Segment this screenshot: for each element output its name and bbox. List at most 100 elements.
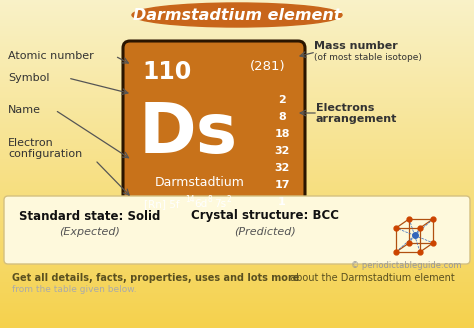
Text: Standard state: Solid: Standard state: Solid xyxy=(19,210,161,222)
Bar xyxy=(0,167,474,168)
Bar xyxy=(0,242,474,243)
Bar xyxy=(0,122,474,123)
Bar xyxy=(0,309,474,310)
Bar xyxy=(0,91,474,92)
Bar xyxy=(0,245,474,246)
Bar xyxy=(0,137,474,138)
Bar xyxy=(0,233,474,234)
Text: (Predicted): (Predicted) xyxy=(234,227,296,237)
Bar xyxy=(0,104,474,105)
Bar xyxy=(0,168,474,169)
Bar xyxy=(0,277,474,278)
Bar xyxy=(0,48,474,49)
Bar xyxy=(0,320,474,321)
Bar xyxy=(0,282,474,283)
Bar xyxy=(0,155,474,156)
Bar xyxy=(0,83,474,84)
Bar xyxy=(0,143,474,144)
Bar xyxy=(0,221,474,222)
Bar xyxy=(0,54,474,55)
Ellipse shape xyxy=(132,3,342,27)
Bar xyxy=(0,65,474,66)
Bar xyxy=(0,164,474,165)
Bar xyxy=(0,57,474,58)
Bar xyxy=(0,285,474,286)
Bar xyxy=(0,192,474,193)
Bar xyxy=(0,308,474,309)
Bar xyxy=(0,62,474,63)
Bar xyxy=(0,116,474,117)
Bar xyxy=(0,100,474,101)
Bar xyxy=(0,88,474,89)
Bar xyxy=(0,201,474,202)
Bar xyxy=(0,265,474,266)
Bar xyxy=(0,46,474,47)
Bar xyxy=(0,171,474,172)
Bar xyxy=(0,302,474,303)
Bar xyxy=(0,109,474,110)
Bar xyxy=(0,96,474,97)
Text: 8: 8 xyxy=(208,195,213,204)
Bar xyxy=(0,161,474,162)
Bar xyxy=(0,138,474,139)
Bar xyxy=(0,21,474,22)
Text: Symbol: Symbol xyxy=(8,73,49,83)
Bar xyxy=(0,324,474,325)
Bar xyxy=(0,219,474,220)
Bar xyxy=(0,49,474,50)
Bar xyxy=(0,254,474,255)
Bar xyxy=(0,148,474,149)
Text: Electrons: Electrons xyxy=(316,103,374,113)
Bar xyxy=(0,275,474,276)
Text: (Expected): (Expected) xyxy=(60,227,120,237)
Bar xyxy=(0,215,474,216)
Bar xyxy=(0,291,474,292)
Bar xyxy=(0,247,474,248)
Bar xyxy=(0,310,474,311)
Bar xyxy=(0,189,474,190)
Bar xyxy=(0,71,474,72)
Bar xyxy=(0,232,474,233)
Bar xyxy=(0,32,474,33)
Bar xyxy=(0,179,474,180)
Bar xyxy=(0,132,474,133)
Bar xyxy=(0,202,474,203)
Bar xyxy=(0,304,474,305)
Bar xyxy=(0,260,474,261)
Text: 2: 2 xyxy=(227,195,232,204)
Bar xyxy=(0,20,474,21)
Bar xyxy=(0,250,474,251)
Bar xyxy=(0,67,474,68)
Bar xyxy=(0,319,474,320)
Bar xyxy=(0,325,474,326)
Bar xyxy=(0,70,474,71)
Bar xyxy=(0,29,474,30)
Bar xyxy=(0,18,474,19)
Bar xyxy=(0,52,474,53)
Bar xyxy=(0,204,474,205)
Bar xyxy=(0,133,474,134)
Bar xyxy=(0,26,474,27)
Bar xyxy=(0,40,474,41)
Text: 6d: 6d xyxy=(194,199,207,209)
Bar xyxy=(0,326,474,327)
Bar xyxy=(0,180,474,181)
Bar xyxy=(0,327,474,328)
Bar xyxy=(0,114,474,115)
Bar xyxy=(0,75,474,76)
Bar xyxy=(0,299,474,300)
Bar xyxy=(0,33,474,34)
Bar xyxy=(0,72,474,73)
Bar xyxy=(0,237,474,238)
Bar xyxy=(0,195,474,196)
Bar xyxy=(0,280,474,281)
Bar xyxy=(0,170,474,171)
Bar xyxy=(0,176,474,177)
Bar xyxy=(0,210,474,211)
Bar xyxy=(0,185,474,186)
Bar xyxy=(0,16,474,17)
Bar xyxy=(0,106,474,107)
Bar xyxy=(0,318,474,319)
Bar xyxy=(0,154,474,155)
Bar xyxy=(0,306,474,307)
